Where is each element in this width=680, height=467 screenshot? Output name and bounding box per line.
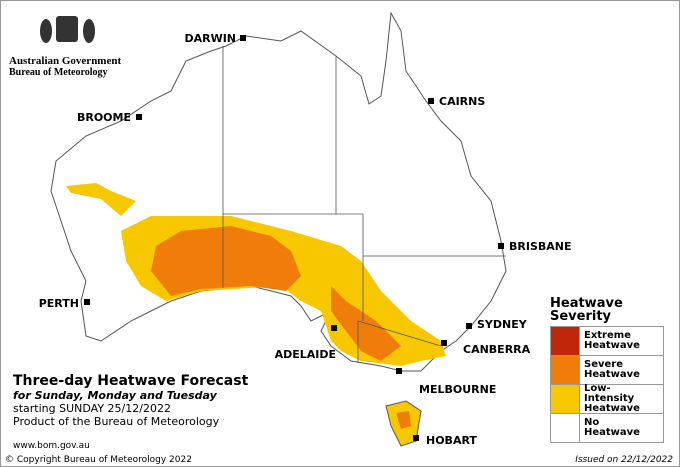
legend: Heatwave Severity Extreme Heatwave Severe… xyxy=(550,297,664,443)
severe-area xyxy=(396,411,411,429)
logo-line: Bureau of Meteorology xyxy=(9,67,108,78)
city-marker xyxy=(466,323,472,329)
legend-item: Extreme Heatwave xyxy=(551,327,663,356)
legend-label: Low-Intensity Heatwave xyxy=(584,383,640,414)
legend-item: Low-Intensity Heatwave xyxy=(551,383,663,414)
legend-swatch xyxy=(551,327,580,355)
info: Three-day Heatwave Forecast for Sunday, … xyxy=(13,373,248,428)
legend-box: Extreme Heatwave Severe Heatwave Low-Inten… xyxy=(550,326,664,443)
product: Product of the Bureau of Meteorology xyxy=(13,415,220,428)
issued-date: Issued on 22/12/2022 xyxy=(575,455,673,465)
logo-line: Australian Government xyxy=(9,55,122,67)
city-label: BRISBANE xyxy=(509,240,572,253)
coat-of-arms xyxy=(40,16,95,43)
city-label: HOBART xyxy=(426,434,477,447)
legend-title: Heatwave Severity xyxy=(550,296,623,324)
legend-swatch xyxy=(551,356,580,384)
city-marker xyxy=(441,340,447,346)
city-label: SYDNEY xyxy=(477,318,528,331)
city-marker xyxy=(413,435,419,441)
city-marker xyxy=(240,35,246,41)
city-marker xyxy=(428,98,434,104)
legend-label: Severe Heatwave xyxy=(584,359,640,380)
city-marker xyxy=(396,368,402,374)
legend-label: No Heatwave xyxy=(584,417,640,438)
city-label: CANBERRA xyxy=(463,343,531,356)
state-borders xyxy=(222,46,506,363)
start-date: starting SUNDAY 25/12/2022 xyxy=(13,402,171,415)
city-label: DARWIN xyxy=(184,32,236,45)
legend-label: Extreme Heatwave xyxy=(584,330,640,351)
legend-item: No Heatwave xyxy=(551,414,663,442)
city-marker xyxy=(136,114,142,120)
city-marker xyxy=(84,299,90,305)
subtitle: for Sunday, Monday and Tuesday xyxy=(13,389,217,402)
city-label: CAIRNS xyxy=(439,95,485,108)
severe-area xyxy=(151,226,301,296)
city-label: PERTH xyxy=(39,297,79,310)
city-marker xyxy=(331,325,337,331)
logo: Australian Government Bureau of Meteorol… xyxy=(9,55,121,78)
legend-item: Severe Heatwave xyxy=(551,356,663,385)
city-label: ADELAIDE xyxy=(275,348,336,361)
low-intensity-area xyxy=(66,183,136,216)
city-marker xyxy=(498,243,504,249)
website: www.bom.gov.au xyxy=(13,441,90,451)
copyright: © Copyright Bureau of Meteorology 2022 xyxy=(5,455,192,465)
legend-swatch xyxy=(551,385,580,413)
city-label: MELBOURNE xyxy=(419,383,496,396)
title: Three-day Heatwave Forecast xyxy=(13,373,249,389)
city-label: BROOME xyxy=(77,111,131,124)
legend-swatch xyxy=(551,414,580,442)
